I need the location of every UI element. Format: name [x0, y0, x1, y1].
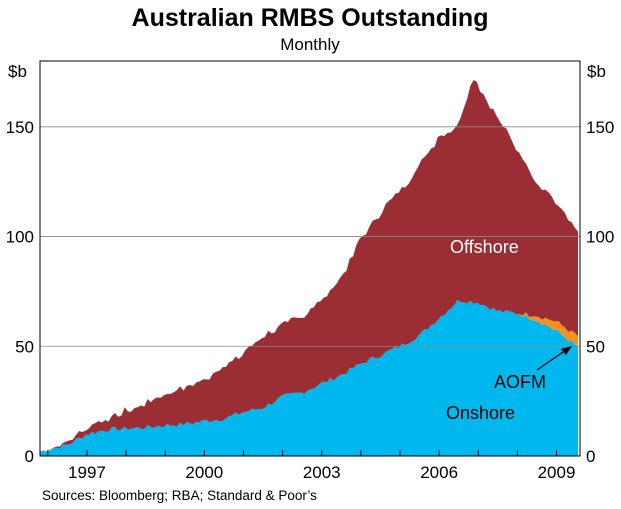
y-tick-label-right-0: 0 — [586, 447, 595, 466]
tick-layer: 0 0 50 50 100 100 150 150 1997 2000 2003 2006 2009 — [6, 118, 615, 482]
area-layer — [40, 80, 579, 456]
grid-layer — [40, 126, 580, 347]
chart-title: Australian RMBS Outstanding — [132, 4, 489, 32]
chart-subtitle: Monthly — [280, 35, 340, 54]
area-offshore — [40, 80, 579, 452]
annotation-onshore: Onshore — [446, 403, 515, 423]
y-axis-label-left: $b — [8, 62, 27, 81]
source-note: Sources: Bloomberg; RBA; Standard & Poor… — [42, 488, 317, 503]
aofm-pointer-arrow — [536, 346, 572, 371]
y-tick-label-left-0: 0 — [25, 447, 34, 466]
y-tick-label-right-150: 150 — [586, 118, 614, 137]
y-tick-label-right-50: 50 — [586, 337, 605, 356]
y-tick-label-left-150: 150 — [6, 118, 34, 137]
x-tick-label-2003: 2003 — [303, 463, 341, 482]
y-tick-label-left-100: 100 — [6, 228, 34, 247]
plot-frame — [39, 60, 581, 457]
annotation-offshore: Offshore — [450, 237, 519, 257]
y-tick-label-left-50: 50 — [15, 337, 34, 356]
x-tick-label-2000: 2000 — [185, 463, 223, 482]
y-axis-label-right: $b — [587, 62, 606, 81]
area-onshore — [40, 299, 579, 456]
x-tick-label-2006: 2006 — [420, 463, 458, 482]
x-tick-label-2009: 2009 — [538, 463, 576, 482]
y-tick-label-right-100: 100 — [586, 228, 614, 247]
x-tick-label-1997: 1997 — [68, 463, 106, 482]
annotation-aofm: AOFM — [494, 372, 546, 392]
area-aofm — [40, 299, 579, 452]
